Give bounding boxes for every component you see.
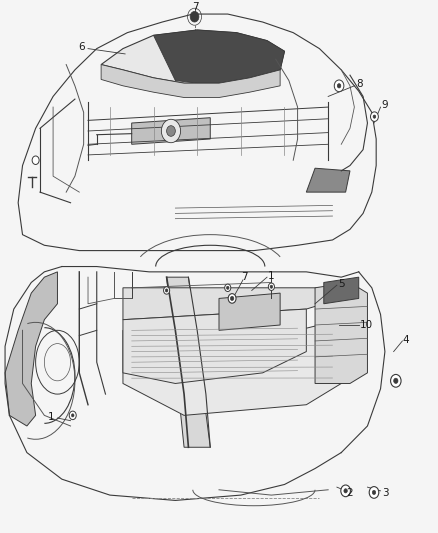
Polygon shape <box>5 272 57 426</box>
Circle shape <box>225 284 231 292</box>
Polygon shape <box>5 266 433 527</box>
Circle shape <box>341 485 350 497</box>
Polygon shape <box>166 277 210 447</box>
Circle shape <box>391 375 401 387</box>
Polygon shape <box>123 309 306 383</box>
Polygon shape <box>324 277 359 304</box>
Circle shape <box>163 287 170 294</box>
Circle shape <box>394 378 398 383</box>
Polygon shape <box>153 30 285 83</box>
Circle shape <box>230 296 234 301</box>
Circle shape <box>344 489 347 493</box>
Circle shape <box>71 414 74 417</box>
Polygon shape <box>101 30 285 83</box>
Circle shape <box>369 487 379 498</box>
Circle shape <box>334 80 344 92</box>
Text: 3: 3 <box>382 488 389 498</box>
Polygon shape <box>18 14 376 251</box>
Polygon shape <box>101 64 280 98</box>
Circle shape <box>32 156 39 165</box>
Circle shape <box>166 126 175 136</box>
Text: 4: 4 <box>403 335 409 345</box>
Text: 2: 2 <box>346 488 353 498</box>
Polygon shape <box>306 168 350 192</box>
Polygon shape <box>123 288 341 320</box>
Text: 1: 1 <box>48 412 54 422</box>
Polygon shape <box>219 293 280 330</box>
Text: 9: 9 <box>381 101 388 110</box>
Polygon shape <box>22 6 416 256</box>
Polygon shape <box>315 282 367 383</box>
Text: 8: 8 <box>356 79 363 89</box>
Text: 7: 7 <box>241 272 247 282</box>
Circle shape <box>165 289 168 292</box>
Circle shape <box>268 283 275 290</box>
Circle shape <box>190 11 199 22</box>
Text: 6: 6 <box>78 42 85 52</box>
Text: 10: 10 <box>360 320 373 330</box>
Circle shape <box>69 411 76 419</box>
Text: 7: 7 <box>192 2 198 12</box>
Circle shape <box>372 490 376 495</box>
Circle shape <box>228 294 236 303</box>
Circle shape <box>161 119 180 143</box>
Circle shape <box>226 286 229 289</box>
Circle shape <box>373 115 376 118</box>
Circle shape <box>371 112 378 122</box>
Text: 1: 1 <box>268 271 275 281</box>
Text: 5: 5 <box>338 279 345 288</box>
Circle shape <box>337 84 341 88</box>
Polygon shape <box>132 118 210 144</box>
Circle shape <box>270 285 273 288</box>
Polygon shape <box>123 320 341 415</box>
